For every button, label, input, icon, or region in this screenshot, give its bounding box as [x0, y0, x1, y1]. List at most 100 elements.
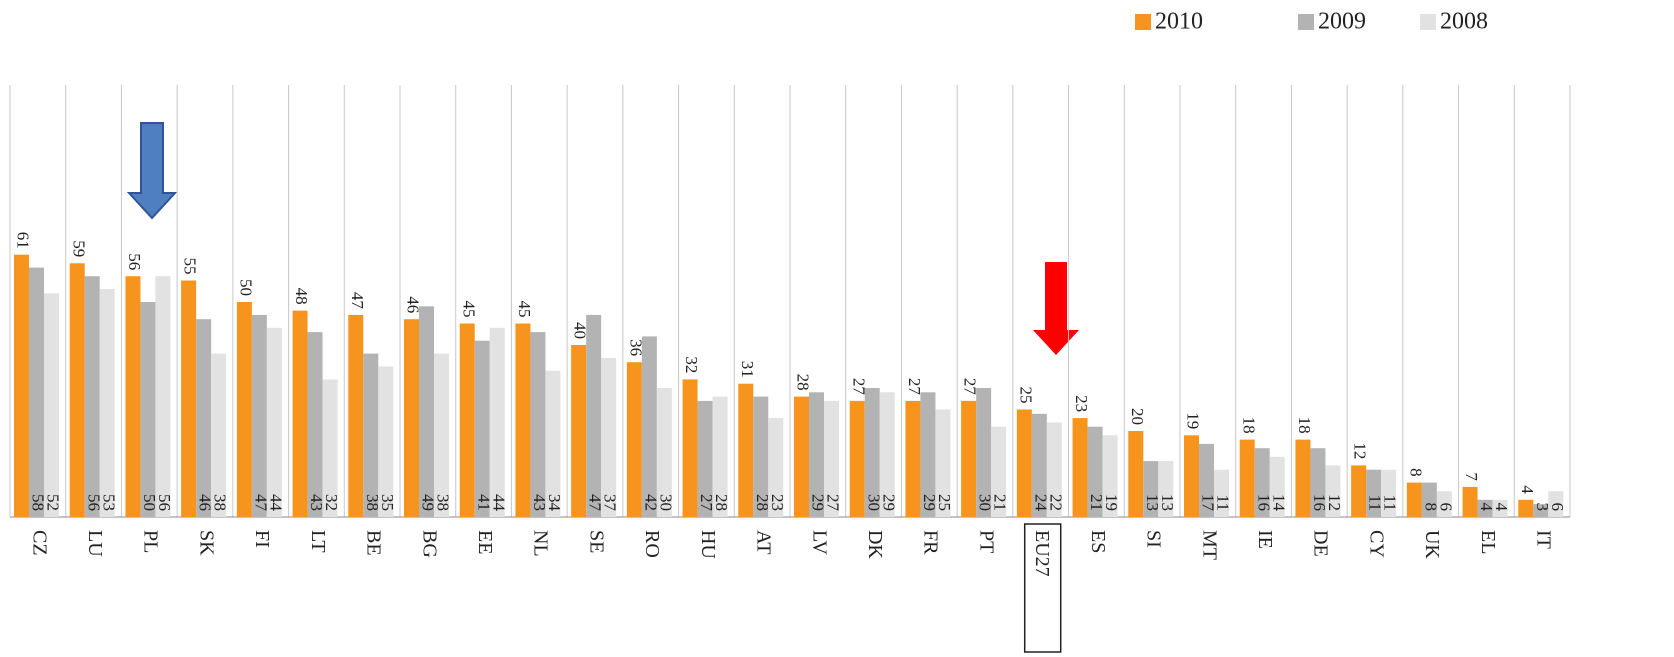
bar [84, 276, 100, 517]
bar [404, 319, 419, 517]
bar [29, 267, 44, 517]
data-label: 27 [905, 378, 924, 396]
bar [1477, 499, 1493, 517]
data-label: 16 [1310, 494, 1329, 511]
x-tick-label: PT [975, 530, 997, 553]
bar [125, 276, 141, 517]
bar [1046, 422, 1062, 517]
data-label: 6 [1436, 503, 1455, 512]
x-tick-label: ES [1087, 530, 1109, 553]
bar [236, 302, 252, 517]
x-tick-label: BE [363, 530, 385, 556]
bar [1254, 448, 1270, 517]
bar [545, 370, 561, 517]
bar [1072, 418, 1088, 517]
bar [530, 332, 546, 517]
bar [1421, 482, 1437, 517]
data-label: 11 [1366, 495, 1385, 511]
bar [1184, 435, 1199, 517]
bar [1269, 456, 1285, 517]
bar [307, 332, 323, 517]
data-label: 7 [1462, 472, 1481, 481]
data-label: 28 [794, 374, 813, 391]
data-label: 6 [1548, 503, 1567, 512]
data-label: 4 [1518, 485, 1537, 494]
data-label: 17 [1199, 494, 1218, 512]
bar [155, 276, 171, 517]
red-arrow [1033, 262, 1079, 355]
bar [1295, 439, 1311, 517]
bar [69, 263, 85, 517]
legend-swatch [1298, 14, 1314, 30]
x-tick-label: PL [140, 530, 162, 553]
bar [905, 400, 921, 517]
data-label: 48 [292, 288, 311, 305]
bar [753, 396, 769, 517]
x-tick-label: DE [1310, 530, 1332, 557]
data-label: 19 [1184, 412, 1203, 429]
bar [459, 323, 475, 517]
x-tick-label: SE [585, 530, 607, 553]
data-label: 56 [155, 494, 174, 511]
bar [626, 362, 642, 517]
data-label: 29 [879, 494, 898, 511]
bar [378, 366, 394, 517]
bar [976, 388, 992, 517]
bar [266, 327, 282, 517]
bar [1239, 439, 1255, 517]
bar [14, 254, 29, 517]
data-label: 13 [1143, 494, 1162, 511]
bar [1518, 499, 1534, 517]
data-label: 19 [1102, 494, 1121, 511]
data-label: 27 [849, 378, 868, 396]
bar [601, 357, 617, 517]
bar [1102, 435, 1118, 517]
x-tick-label: DK [864, 530, 886, 559]
bar [140, 302, 156, 517]
bar [656, 388, 672, 517]
data-label: 18 [1295, 417, 1314, 434]
data-label: 40 [571, 322, 590, 339]
bar [489, 327, 505, 517]
bar [1548, 491, 1564, 517]
bar [1366, 469, 1382, 517]
data-label: 28 [712, 494, 731, 511]
x-tick-label: LV [808, 530, 830, 555]
x-tick-label: EU27 [1031, 530, 1053, 577]
bar [1351, 465, 1367, 517]
bar [1325, 465, 1341, 517]
bar [697, 400, 713, 517]
data-label: 25 [935, 494, 954, 511]
bar [44, 293, 59, 517]
data-label: 47 [586, 494, 605, 512]
data-label: 55 [181, 258, 200, 275]
data-label: 43 [307, 494, 326, 511]
bar [363, 353, 379, 517]
data-label: 30 [864, 494, 883, 511]
data-label: 29 [920, 494, 939, 511]
data-label: 32 [682, 356, 701, 373]
bar [1492, 499, 1508, 517]
bar [251, 314, 267, 517]
data-label: 18 [1239, 417, 1258, 434]
data-label: 45 [459, 301, 478, 318]
bar [515, 323, 531, 517]
legend-swatch [1420, 14, 1436, 30]
bar [1381, 469, 1397, 517]
data-label: 24 [1031, 494, 1050, 512]
bar [935, 409, 951, 517]
data-label: 12 [1325, 494, 1344, 511]
bar [571, 345, 587, 517]
data-label: 3 [1533, 503, 1552, 512]
bar [768, 418, 784, 517]
x-tick-label: AT [753, 530, 775, 554]
legend-label: 2009 [1318, 9, 1366, 35]
x-tick-label: LT [307, 530, 329, 553]
data-label: 20 [1128, 408, 1147, 425]
bar [181, 280, 197, 517]
data-label: 41 [474, 494, 493, 511]
data-label: 12 [1351, 442, 1370, 459]
data-label: 23 [768, 494, 787, 511]
bar [211, 353, 227, 517]
